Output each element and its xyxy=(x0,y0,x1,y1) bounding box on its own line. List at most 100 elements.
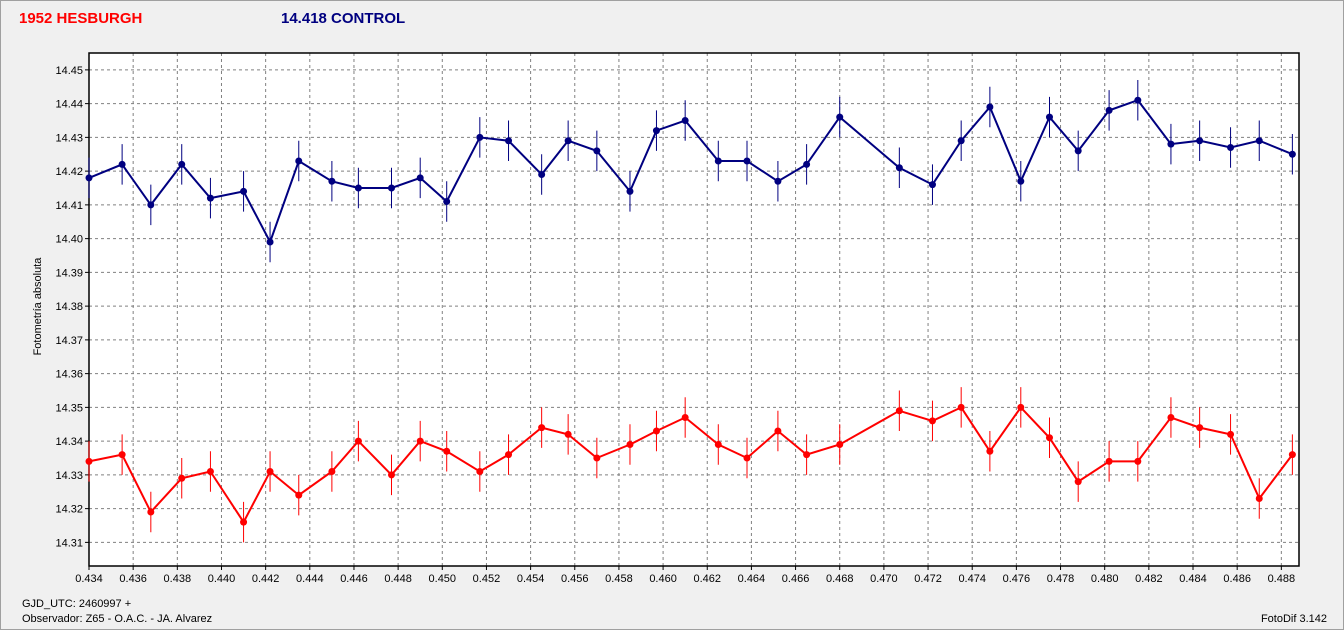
target-data-point xyxy=(652,427,660,435)
target-data-point xyxy=(986,447,994,455)
x-tick-label: 0.438 xyxy=(164,573,192,585)
target-data-point xyxy=(388,471,395,479)
x-tick-label: 0.436 xyxy=(119,573,147,585)
x-tick-label: 0.472 xyxy=(914,573,942,585)
target-data-point xyxy=(443,447,451,455)
control-data-point xyxy=(85,174,93,182)
target-data-point xyxy=(564,430,572,438)
x-tick-label: 0.460 xyxy=(649,573,677,585)
x-tick-label: 0.434 xyxy=(75,573,103,585)
control-data-point xyxy=(240,187,248,195)
target-data-point xyxy=(1196,424,1204,432)
x-tick-label: 0.484 xyxy=(1179,573,1207,585)
control-data-point xyxy=(1255,137,1263,145)
control-data-point xyxy=(505,137,513,145)
control-data-point xyxy=(928,181,936,189)
x-tick-label: 0.468 xyxy=(826,573,854,585)
plot-border xyxy=(88,52,1300,567)
target-data-point xyxy=(1045,434,1053,442)
control-data-point xyxy=(476,133,484,141)
y-axis-label: Fotometría absoluta xyxy=(32,257,44,356)
y-tick-label: 14.43 xyxy=(55,132,83,144)
target-data-point xyxy=(206,468,214,475)
target-data-point xyxy=(681,414,689,421)
target-data-point xyxy=(240,518,248,526)
y-tick-label: 14.34 xyxy=(55,436,83,448)
control-data-point xyxy=(895,164,903,172)
control-data-point xyxy=(1105,106,1113,114)
control-data-point xyxy=(1288,150,1296,158)
target-data-point xyxy=(1288,451,1296,459)
target-data-point xyxy=(1167,414,1175,421)
y-tick-label: 14.33 xyxy=(55,470,83,482)
y-tick-label: 14.38 xyxy=(55,301,83,313)
observer-label: Observador: Z65 - O.A.C. - JA. Alvarez xyxy=(22,613,213,625)
control-data-point xyxy=(416,174,424,182)
target-data-point xyxy=(895,407,903,415)
y-tick-label: 14.44 xyxy=(55,99,83,111)
y-tick-label: 14.40 xyxy=(55,234,83,246)
control-data-point xyxy=(1227,144,1235,151)
target-data-point xyxy=(295,491,303,499)
target-title: 1952 HESBURGH xyxy=(19,10,143,27)
control-data-point xyxy=(743,157,751,165)
target-data-point xyxy=(505,451,513,459)
y-tick-label: 14.45 xyxy=(55,65,83,77)
x-tick-label: 0.452 xyxy=(473,573,501,585)
control-series-line xyxy=(88,99,1293,245)
control-data-point xyxy=(836,113,844,121)
control-data-point xyxy=(1017,177,1025,185)
x-tick-label: 0.456 xyxy=(561,573,589,585)
y-tick-label: 14.35 xyxy=(55,402,83,414)
control-title: 14.418 CONTROL xyxy=(281,10,406,27)
target-data-point xyxy=(416,437,424,445)
target-data-point xyxy=(85,457,93,465)
control-data-point xyxy=(803,160,811,168)
x-tick-label: 0.458 xyxy=(605,573,633,585)
y-tick-label: 14.41 xyxy=(55,200,83,212)
target-data-point xyxy=(354,437,362,445)
x-tick-label: 0.444 xyxy=(296,573,324,585)
y-tick-label: 14.31 xyxy=(55,537,83,549)
x-tick-label: 0.446 xyxy=(340,573,368,585)
target-data-point xyxy=(626,441,634,448)
x-tick-label: 0.478 xyxy=(1047,573,1075,585)
target-data-point xyxy=(147,508,155,516)
target-data-point xyxy=(1227,430,1235,438)
target-data-point xyxy=(1255,495,1263,502)
y-tick-label: 14.36 xyxy=(55,369,83,381)
x-tick-label: 0.464 xyxy=(738,573,766,585)
target-data-point xyxy=(1134,457,1142,465)
target-series-line xyxy=(88,405,1294,525)
plot-area xyxy=(89,53,1299,566)
target-data-point xyxy=(836,441,844,448)
target-data-point xyxy=(1074,478,1082,486)
target-data-point xyxy=(957,403,965,411)
target-data-point xyxy=(803,451,811,459)
target-data-point xyxy=(328,468,336,475)
target-data-point xyxy=(774,427,782,435)
control-data-point xyxy=(774,177,782,185)
control-data-point xyxy=(354,184,362,192)
control-data-point xyxy=(388,184,395,192)
control-data-point xyxy=(957,137,965,145)
y-tick-label: 14.42 xyxy=(55,166,83,178)
control-data-point xyxy=(1167,140,1175,148)
target-data-point xyxy=(118,451,126,459)
x-tick-label: 0.480 xyxy=(1091,573,1119,585)
target-data-point xyxy=(178,474,186,482)
x-tick-label: 0.474 xyxy=(958,573,986,585)
control-data-point xyxy=(1074,147,1082,155)
x-tick-label: 0.442 xyxy=(252,573,280,585)
y-tick-label: 14.37 xyxy=(55,335,83,347)
control-data-point xyxy=(593,147,601,155)
control-data-point xyxy=(538,171,546,178)
target-data-point xyxy=(476,468,484,475)
target-data-point xyxy=(538,424,546,432)
control-data-point xyxy=(443,198,451,205)
x-tick-label: 0.466 xyxy=(782,573,810,585)
target-data-point xyxy=(714,441,722,448)
x-tick-label: 0.488 xyxy=(1268,573,1296,585)
control-data-point xyxy=(266,238,274,246)
x-tick-label: 0.448 xyxy=(384,573,412,585)
